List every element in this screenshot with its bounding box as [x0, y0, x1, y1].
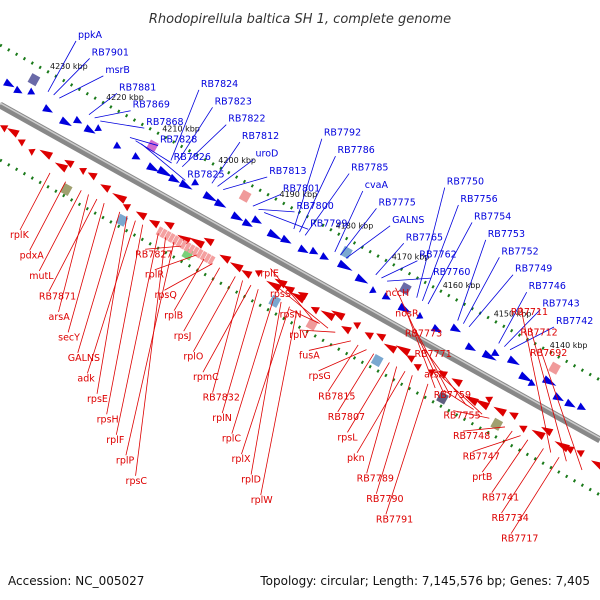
forward-gene-label: RB7869	[133, 100, 170, 111]
reverse-gene-label: RB7871	[39, 291, 76, 302]
reverse-gene-label: RB7692	[530, 348, 567, 359]
reverse-gene-label: rpsN	[280, 309, 302, 320]
accession-label: Accession: NC_005027	[8, 574, 144, 588]
forward-gene-label: RB7823	[215, 96, 252, 107]
forward-gene-label: RB7775	[378, 197, 415, 208]
reverse-gene-label: RB7773	[405, 329, 442, 340]
reverse-gene-label: rpsG	[309, 371, 331, 382]
ruler-label: 4160 kbp	[443, 281, 481, 290]
forward-gene-label: uroD	[256, 149, 279, 160]
forward-gene-label: RB7749	[515, 264, 552, 275]
reverse-gene-label: rplC	[222, 434, 242, 445]
forward-gene-label: RB7746	[529, 281, 566, 292]
forward-gene-label: RB7812	[242, 131, 279, 142]
forward-gene-label: RB7742	[556, 316, 593, 327]
forward-gene-label: RB7901	[92, 47, 129, 58]
forward-gene-label: RB7824	[201, 79, 238, 90]
forward-gene-label: RB7756	[460, 194, 497, 205]
reverse-gene-label: rplX	[231, 454, 251, 465]
reverse-gene-label: RB7755	[443, 411, 480, 422]
forward-gene-label: RB7752	[501, 246, 538, 257]
reverse-gene-label: rplP	[116, 455, 135, 466]
reverse-gene-label: rplD	[241, 475, 261, 486]
reverse-gene-label: rpsL	[337, 432, 358, 443]
reverse-gene-label: GALNS	[68, 353, 100, 364]
reverse-gene-label: rpsC	[126, 476, 148, 487]
topology-label: Topology: circular; Length: 7,145,576 bp…	[259, 574, 590, 588]
reverse-gene-label: rplN	[212, 413, 232, 424]
forward-gene-label: ppkA	[78, 30, 103, 41]
reverse-gene-label: secY	[58, 332, 80, 343]
reverse-gene-label: rplR	[145, 270, 165, 281]
reverse-gene-label: RB7790	[366, 494, 403, 505]
forward-gene-label: RB7813	[269, 166, 306, 177]
genome-map: Rhodopirellula baltica SH 1, complete ge…	[0, 0, 600, 600]
reverse-gene-label: rplK	[10, 230, 30, 241]
reverse-gene-label: RB7717	[501, 534, 538, 545]
forward-gene-label: RB7754	[474, 211, 511, 222]
reverse-gene-label: RB7759	[434, 390, 471, 401]
reverse-gene-label: pkn	[347, 453, 365, 464]
reverse-gene-label: rplV	[289, 330, 309, 341]
forward-gene-label: RB7750	[447, 177, 484, 188]
reverse-gene-label: rplB	[164, 311, 183, 322]
reverse-gene-label: nosR	[395, 308, 419, 319]
reverse-gene-label: rpsJ	[174, 331, 192, 342]
reverse-gene-label: RB7832	[203, 393, 240, 404]
reverse-gene-label: RB7807	[328, 412, 365, 423]
reverse-gene-label: RB7771	[414, 349, 451, 360]
forward-gene-label: RB7785	[351, 163, 388, 174]
ruler-label: 4200 kbp	[218, 156, 256, 165]
reverse-gene-label: rpsS	[270, 289, 291, 300]
reverse-gene-label: arsA	[49, 312, 71, 323]
reverse-gene-label: mutL	[29, 271, 54, 282]
forward-gene-label: RB7760	[433, 267, 470, 278]
reverse-gene-label: rpsH	[97, 414, 119, 425]
forward-gene-label: RB7801	[283, 183, 320, 194]
reverse-gene-label: atsA	[424, 370, 445, 381]
map-title: Rhodopirellula baltica SH 1, complete ge…	[149, 12, 451, 27]
reverse-gene-label: rpsQ	[154, 290, 176, 301]
forward-gene-label: RB7825	[187, 169, 224, 180]
reverse-gene-label: prtB	[472, 472, 492, 483]
reverse-gene-label: adk	[77, 373, 95, 384]
reverse-gene-label: nccH	[386, 288, 410, 299]
forward-gene-label: RB7881	[119, 82, 156, 93]
forward-gene-label: RB7753	[488, 229, 525, 240]
reverse-gene-label: rplO	[183, 352, 203, 363]
reverse-gene-label: rpsE	[87, 394, 108, 405]
reverse-gene-label: RB7748	[453, 431, 490, 442]
forward-gene-label: cvaA	[365, 180, 389, 191]
reverse-gene-label: RB7791	[376, 514, 413, 525]
forward-gene-label: RB7868	[146, 117, 183, 128]
forward-gene-label: GALNS	[392, 215, 424, 226]
forward-gene-label: msrB	[105, 65, 130, 76]
reverse-gene-label: pdxA	[20, 250, 45, 261]
forward-gene-label: RB7792	[324, 128, 361, 139]
reverse-gene-label: RB7827	[135, 249, 172, 260]
reverse-gene-label: fusA	[299, 350, 320, 361]
reverse-gene-label: RB7747	[463, 452, 500, 463]
reverse-gene-label: RB7789	[357, 473, 394, 484]
reverse-gene-label: RB7712	[520, 328, 557, 339]
forward-gene-label: RB7765	[406, 232, 443, 243]
reverse-gene-label: rplF	[106, 435, 124, 446]
reverse-gene-label: rplE	[260, 269, 279, 280]
reverse-gene-label: RB7711	[511, 307, 548, 318]
forward-gene-label: RB7786	[337, 145, 374, 156]
forward-gene-label: RB7822	[228, 114, 265, 125]
reverse-gene-label: rplW	[251, 495, 274, 506]
